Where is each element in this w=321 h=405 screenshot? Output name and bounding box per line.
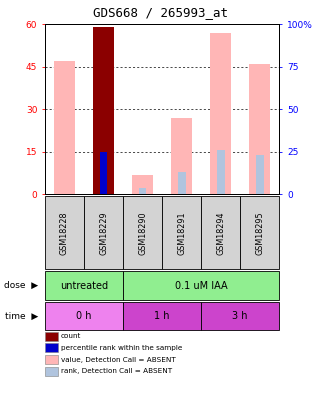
Text: dose  ▶: dose ▶ bbox=[4, 281, 39, 290]
Text: percentile rank within the sample: percentile rank within the sample bbox=[61, 345, 182, 351]
Text: GSM18290: GSM18290 bbox=[138, 211, 147, 255]
Bar bbox=[123, 196, 162, 269]
Text: GDS668 / 265993_at: GDS668 / 265993_at bbox=[93, 6, 228, 19]
Text: 3 h: 3 h bbox=[232, 311, 248, 321]
Bar bbox=[201, 302, 279, 330]
Bar bbox=[93, 27, 114, 194]
Bar bbox=[171, 118, 192, 194]
Bar bbox=[54, 61, 75, 194]
Bar bbox=[45, 196, 84, 269]
Bar bbox=[256, 155, 264, 194]
Bar bbox=[249, 64, 271, 194]
Bar bbox=[210, 33, 231, 194]
Text: GSM18228: GSM18228 bbox=[60, 211, 69, 255]
Bar bbox=[45, 302, 123, 330]
Bar bbox=[139, 188, 146, 194]
Bar bbox=[178, 172, 186, 194]
Text: rank, Detection Call = ABSENT: rank, Detection Call = ABSENT bbox=[61, 368, 172, 374]
Text: value, Detection Call = ABSENT: value, Detection Call = ABSENT bbox=[61, 356, 176, 362]
Text: count: count bbox=[61, 333, 81, 339]
Bar bbox=[84, 196, 123, 269]
Bar bbox=[123, 302, 201, 330]
Text: 1 h: 1 h bbox=[154, 311, 170, 321]
Text: GSM18295: GSM18295 bbox=[255, 211, 264, 255]
Text: 0.1 uM IAA: 0.1 uM IAA bbox=[175, 281, 228, 290]
Text: untreated: untreated bbox=[60, 281, 108, 290]
Bar bbox=[45, 271, 123, 300]
Bar bbox=[240, 196, 279, 269]
Text: GSM18291: GSM18291 bbox=[177, 211, 186, 255]
Bar bbox=[217, 150, 225, 194]
Bar bbox=[132, 175, 153, 194]
Text: GSM18229: GSM18229 bbox=[99, 211, 108, 255]
Bar bbox=[201, 196, 240, 269]
Text: time  ▶: time ▶ bbox=[5, 311, 39, 320]
Bar bbox=[123, 271, 279, 300]
Bar bbox=[162, 196, 201, 269]
Text: 0 h: 0 h bbox=[76, 311, 92, 321]
Bar bbox=[100, 152, 108, 194]
Text: GSM18294: GSM18294 bbox=[216, 211, 225, 255]
